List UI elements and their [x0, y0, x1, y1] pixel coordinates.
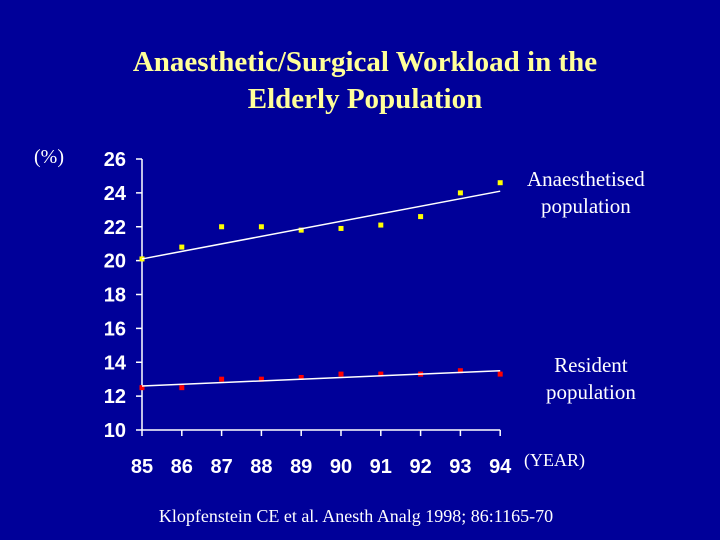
y-tick-label: 26 — [104, 149, 126, 171]
x-tick-label: 89 — [290, 456, 312, 478]
data-point — [378, 371, 384, 377]
x-tick-label: 88 — [250, 456, 272, 478]
data-point — [139, 385, 145, 391]
data-point — [338, 225, 344, 231]
series-label-resident-line-1: Resident — [554, 353, 628, 377]
chart-title-line-2: Elderly Population — [247, 83, 483, 115]
x-tick-label: 85 — [131, 456, 153, 478]
data-point — [298, 227, 304, 233]
y-tick-label: 22 — [104, 217, 126, 239]
data-point — [179, 244, 185, 250]
citation: Klopfenstein CE et al. Anesth Analg 1998… — [158, 506, 554, 526]
data-point — [219, 376, 225, 382]
series-label-anaesthetised: Anaesthetised population — [527, 166, 645, 220]
chart-title-line-1: Anaesthetic/Surgical Workload in the — [132, 46, 598, 78]
x-tick-label: 93 — [449, 456, 471, 478]
data-point — [219, 224, 225, 230]
y-axis-label: (%) — [34, 146, 64, 168]
chart-title: Anaesthetic/Surgical Workload in the Eld… — [0, 44, 720, 118]
data-point — [457, 190, 463, 196]
y-tick-label: 14 — [104, 352, 127, 374]
data-point — [378, 222, 384, 228]
y-tick-label: 18 — [104, 285, 126, 307]
y-tick-label: 10 — [104, 420, 126, 442]
trend-line — [141, 190, 501, 260]
y-tick-label: 24 — [104, 183, 127, 205]
x-tick-label: 90 — [330, 456, 352, 478]
data-point — [258, 224, 264, 230]
y-tick-label: 20 — [104, 251, 126, 273]
x-axis-label: (YEAR) — [524, 450, 585, 470]
x-tick-label: 87 — [210, 456, 232, 478]
x-tick-label: 92 — [409, 456, 431, 478]
data-point — [497, 180, 503, 186]
y-tick-label: 12 — [104, 386, 126, 408]
x-tick-label: 86 — [171, 456, 193, 478]
x-tick-label: 91 — [370, 456, 392, 478]
data-point — [258, 376, 264, 382]
series-label-resident: Resident population — [546, 352, 636, 406]
y-tick-label: 16 — [104, 318, 126, 340]
x-tick-label: 94 — [489, 456, 512, 478]
data-point — [338, 371, 344, 377]
data-point — [418, 214, 424, 220]
data-point — [497, 371, 503, 377]
data-point — [457, 368, 463, 374]
series-label-resident-line-2: population — [546, 380, 636, 404]
data-point — [298, 374, 304, 380]
series-label-anaesthetised-line-2: population — [540, 194, 631, 218]
data-point — [179, 385, 185, 391]
trend-line — [141, 369, 501, 387]
series-label-anaesthetised-line-1: Anaesthetised — [527, 167, 645, 191]
